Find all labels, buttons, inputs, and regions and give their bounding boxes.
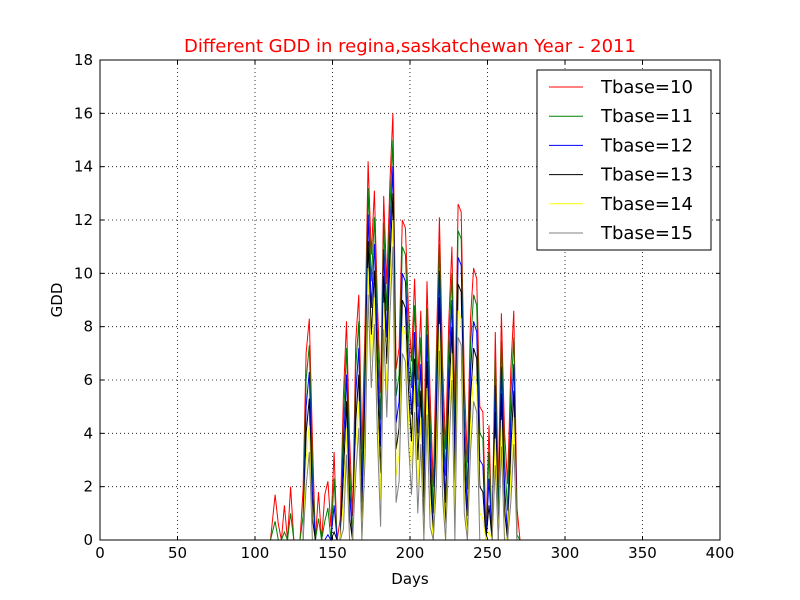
chart-title: Different GDD in regina,saskatchewan Yea… (184, 36, 636, 57)
y-tick-label: 8 (83, 318, 93, 336)
legend-label: Tbase=13 (600, 165, 693, 186)
y-tick-label: 6 (83, 371, 93, 389)
x-tick-label: 0 (95, 544, 105, 562)
x-tick-label: 300 (551, 544, 580, 562)
y-tick-label: 16 (74, 104, 93, 122)
y-tick-label: 18 (74, 51, 93, 69)
legend-box (536, 69, 712, 251)
x-axis-label: Days (391, 570, 429, 588)
legend-label: Tbase=11 (600, 106, 693, 127)
series-line (100, 193, 666, 541)
x-tick-label: 350 (628, 544, 657, 562)
legend-label: Tbase=12 (600, 135, 693, 156)
y-tick-labels: 0 2 4 6 8 10 12 14 16 18 (74, 51, 93, 549)
y-tick-label: 14 (74, 158, 93, 176)
legend-label: Tbase=15 (600, 223, 693, 244)
y-axis-label: GDD (48, 283, 66, 318)
y-tick-label: 10 (74, 264, 93, 282)
y-tick-label: 0 (83, 531, 93, 549)
legend-label: Tbase=10 (600, 77, 693, 98)
y-tick-label: 2 (83, 478, 93, 496)
x-tick-labels: 0 50 100 150 200 250 300 350 400 (95, 544, 734, 562)
x-tick-label: 400 (706, 544, 735, 562)
x-tick-label: 150 (318, 544, 347, 562)
x-tick-label: 100 (241, 544, 270, 562)
x-tick-label: 50 (168, 544, 187, 562)
plot-frame (99, 59, 721, 541)
y-tick-label: 12 (74, 211, 93, 229)
legend: Tbase=10 Tbase=11 Tbase=12 Tbase=13 Tbase=14… (536, 69, 712, 251)
legend-label: Tbase=14 (600, 194, 693, 215)
x-tick-label: 200 (396, 544, 425, 562)
legend-items: Tbase=10 Tbase=11 Tbase=12 Tbase=13 Tbase=14… (549, 77, 693, 244)
x-tick-label: 250 (473, 544, 502, 562)
series-lines (100, 113, 666, 542)
y-tick-label: 4 (83, 424, 93, 442)
